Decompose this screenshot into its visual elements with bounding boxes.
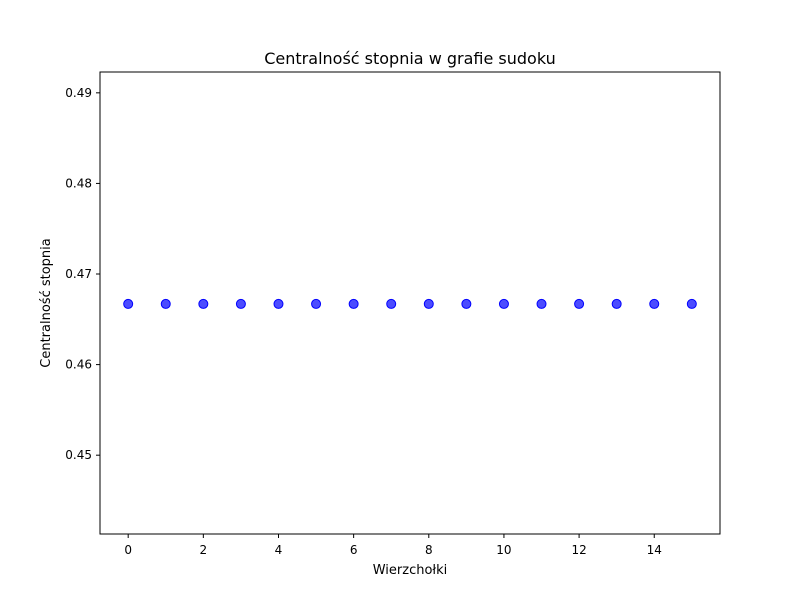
x-tick-label: 8	[425, 543, 433, 557]
plot-frame	[99, 71, 721, 535]
data-point	[198, 298, 209, 309]
data-point	[461, 298, 472, 309]
x-tick-label: 14	[647, 543, 662, 557]
data-point	[160, 298, 171, 309]
data-point	[649, 298, 660, 309]
x-axis-label: Wierzchołki	[373, 563, 448, 578]
y-axis-label: Centralność stopnia	[39, 238, 54, 367]
data-point	[235, 298, 246, 309]
data-point	[536, 298, 547, 309]
data-point	[686, 298, 697, 309]
y-tick-label: 0.45	[65, 448, 92, 462]
y-tick-label: 0.48	[65, 176, 92, 190]
x-tick-label: 6	[350, 543, 358, 557]
data-point	[498, 298, 509, 309]
x-tick-label: 10	[496, 543, 511, 557]
axis-ticks: 0 2 4 6 8 10 12 14 0.45 0.46 0.47 0.48 0.49	[65, 86, 662, 557]
y-tick-label: 0.47	[65, 267, 92, 281]
x-tick-label: 4	[275, 543, 283, 557]
x-tick-label: 12	[571, 543, 586, 557]
x-tick-label: 2	[200, 543, 208, 557]
data-point	[423, 298, 434, 309]
chart-title: Centralność stopnia w grafie sudoku	[264, 49, 556, 68]
y-tick-label: 0.46	[65, 358, 92, 372]
data-point	[123, 298, 134, 309]
data-point	[611, 298, 622, 309]
y-tick-label: 0.49	[65, 86, 92, 100]
data-point	[311, 298, 322, 309]
x-tick-label: 0	[124, 543, 132, 557]
scatter-points	[123, 298, 697, 309]
data-point	[386, 298, 397, 309]
data-point	[273, 298, 284, 309]
data-point	[574, 298, 585, 309]
data-point	[348, 298, 359, 309]
